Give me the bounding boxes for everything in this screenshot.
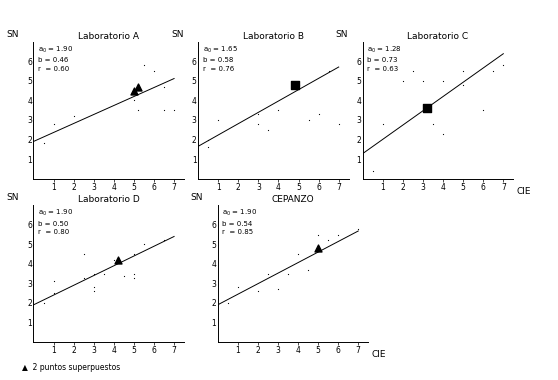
- Point: [499, 62, 508, 68]
- Title: Laboratorio A: Laboratorio A: [78, 32, 140, 41]
- Text: SN: SN: [171, 30, 184, 39]
- Point: [314, 245, 323, 251]
- Point: [129, 274, 138, 280]
- Point: [254, 111, 263, 117]
- Point: [69, 113, 78, 119]
- Text: SN: SN: [190, 193, 203, 203]
- Point: [129, 97, 138, 103]
- Point: [49, 121, 58, 127]
- Point: [99, 271, 108, 277]
- Title: Laboratorio B: Laboratorio B: [243, 32, 304, 41]
- Point: [129, 88, 138, 94]
- Point: [429, 121, 437, 127]
- Point: [140, 62, 148, 68]
- Point: [79, 251, 88, 257]
- Point: [334, 121, 343, 127]
- Point: [253, 288, 262, 294]
- Point: [49, 279, 58, 285]
- Text: a$_0$ = 1.90
b = 0.50
r  = 0.80: a$_0$ = 1.90 b = 0.50 r = 0.80: [38, 208, 73, 235]
- Point: [39, 300, 48, 306]
- Point: [439, 78, 448, 84]
- Point: [283, 271, 292, 277]
- Point: [129, 251, 138, 257]
- Point: [489, 68, 498, 74]
- Point: [89, 284, 98, 290]
- Point: [264, 127, 273, 133]
- Point: [150, 68, 158, 74]
- Point: [160, 238, 169, 244]
- Point: [378, 121, 387, 127]
- Point: [113, 257, 122, 263]
- Text: a$_0$ = 1.65
b = 0.58
r  = 0.76: a$_0$ = 1.65 b = 0.58 r = 0.76: [203, 44, 238, 72]
- Point: [274, 107, 283, 113]
- Point: [49, 290, 58, 296]
- Point: [119, 272, 128, 279]
- Point: [304, 117, 313, 123]
- Text: CIE: CIE: [516, 187, 531, 196]
- Text: SN: SN: [6, 30, 19, 39]
- Point: [314, 111, 323, 117]
- Point: [160, 107, 169, 113]
- Point: [294, 251, 302, 257]
- Point: [290, 82, 299, 88]
- Text: a$_0$ = 1.28
b = 0.73
r  = 0.63: a$_0$ = 1.28 b = 0.73 r = 0.63: [367, 44, 402, 72]
- Point: [304, 267, 312, 273]
- Point: [109, 257, 118, 263]
- Title: CEPANZO: CEPANZO: [272, 195, 314, 204]
- Point: [459, 82, 468, 88]
- Point: [133, 107, 142, 113]
- Point: [273, 286, 282, 292]
- Text: SN: SN: [335, 30, 348, 39]
- Point: [254, 121, 263, 127]
- Point: [89, 288, 98, 294]
- Text: a$_0$ = 1.90
b = 0.46
r  = 0.60: a$_0$ = 1.90 b = 0.46 r = 0.60: [38, 44, 73, 72]
- Point: [263, 271, 272, 277]
- Point: [89, 271, 98, 277]
- Point: [160, 84, 169, 90]
- Point: [214, 117, 223, 123]
- Point: [314, 231, 323, 238]
- Point: [294, 82, 303, 88]
- Title: Laboratorio C: Laboratorio C: [407, 32, 469, 41]
- Point: [354, 226, 363, 232]
- Point: [140, 241, 148, 247]
- Text: CIE: CIE: [371, 350, 386, 359]
- Point: [324, 68, 333, 74]
- Point: [129, 271, 138, 277]
- Point: [170, 107, 179, 113]
- Point: [408, 68, 417, 74]
- Point: [39, 140, 48, 146]
- Point: [398, 78, 407, 84]
- Point: [459, 68, 468, 74]
- Point: [368, 168, 377, 174]
- Point: [204, 136, 213, 142]
- Point: [204, 144, 213, 150]
- Point: [223, 300, 232, 306]
- Title: Laboratorio D: Laboratorio D: [78, 195, 140, 204]
- Text: ▲  2 puntos superpuestos: ▲ 2 puntos superpuestos: [22, 363, 121, 372]
- Point: [133, 84, 142, 90]
- Point: [439, 131, 448, 137]
- Point: [418, 78, 427, 84]
- Point: [422, 105, 431, 111]
- Point: [479, 107, 488, 113]
- Point: [79, 274, 88, 280]
- Text: a$_0$ = 1.90
b = 0.54
r  = 0.85: a$_0$ = 1.90 b = 0.54 r = 0.85: [222, 208, 257, 235]
- Point: [334, 231, 343, 238]
- Point: [233, 284, 242, 290]
- Point: [324, 238, 333, 244]
- Text: SN: SN: [6, 193, 19, 203]
